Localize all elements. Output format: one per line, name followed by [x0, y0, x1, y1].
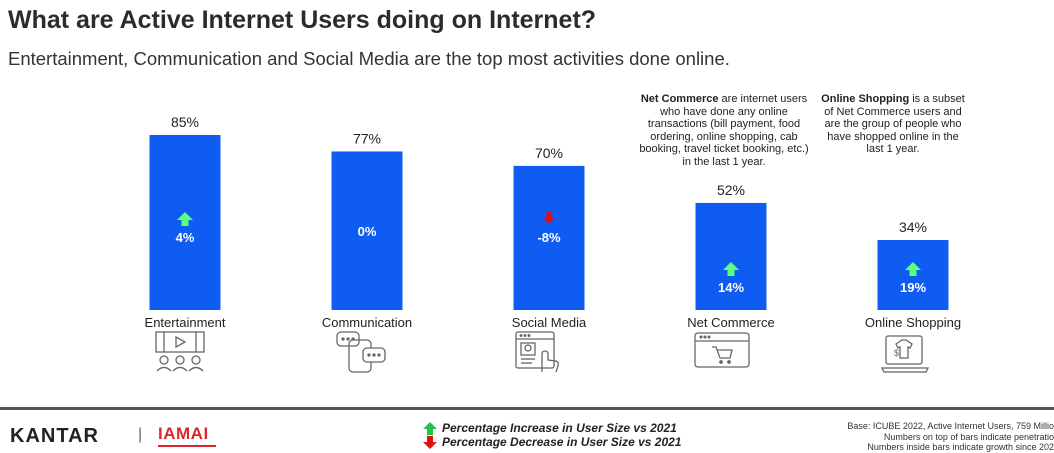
- growth-label: 0%: [358, 224, 377, 239]
- page-subtitle: Entertainment, Communication and Social …: [8, 48, 730, 69]
- bar: [695, 202, 767, 310]
- online-shopping-icon: $: [880, 335, 930, 373]
- base-note-line: Numbers on top of bars indicate penetrat…: [883, 431, 1054, 442]
- arrow-up-icon: [723, 262, 739, 276]
- growth-label: 4%: [176, 230, 195, 245]
- logo-separator: |: [138, 426, 143, 443]
- base-note: Base: ICUBE 2022, Active Internet Users,…: [784, 421, 1054, 453]
- base-note-line: Base: ICUBE 2022, Active Internet Users,…: [847, 421, 1054, 431]
- online-shopping-note-bold: Online Shopping: [821, 93, 910, 105]
- kantar-logo: KANTAR: [10, 425, 99, 447]
- net-commerce-note-text: are internet users who have done any onl…: [639, 93, 809, 168]
- value-label: 77%: [353, 130, 381, 146]
- arrow-up-icon: [423, 421, 437, 435]
- value-label: 85%: [171, 114, 199, 130]
- net-commerce-note: Net Commerce are internet users who have…: [636, 93, 812, 168]
- value-label: 34%: [899, 219, 927, 235]
- growth-label: -8%: [537, 230, 561, 245]
- category-label: Entertainment: [145, 315, 226, 330]
- category-label: Online Shopping: [865, 315, 961, 330]
- arrow-up-icon: [177, 212, 193, 226]
- category-label: Net Commerce: [687, 315, 774, 330]
- bar: [331, 151, 403, 310]
- bar-chart: 85% Entertainment 4% 77% Communication 0% 70% S…: [145, 114, 962, 330]
- legend-decrease: Percentage Decrease in User Size vs 2021: [422, 435, 681, 449]
- value-label: 52%: [717, 182, 745, 198]
- legend: Percentage Increase in User Size vs 2021…: [422, 421, 681, 449]
- value-label: 70%: [535, 145, 563, 161]
- bar: [513, 165, 585, 310]
- base-note-line: Numbers inside bars indicate growth sinc…: [867, 442, 1054, 452]
- arrow-down-icon: [423, 435, 437, 449]
- category-label: Social Media: [512, 315, 587, 330]
- category-label: Communication: [322, 315, 412, 330]
- svg-text:$: $: [894, 348, 899, 358]
- entertainment-icon: [155, 331, 205, 372]
- arrow-up-icon: [905, 262, 921, 276]
- page-title: What are Active Internet Users doing on …: [8, 6, 597, 34]
- legend-increase-label: Percentage Increase in User Size vs 2021: [442, 421, 677, 435]
- legend-decrease-label: Percentage Decrease in User Size vs 2021: [442, 435, 682, 449]
- footer-divider: [0, 407, 1054, 410]
- communication-icon: [336, 331, 386, 373]
- net-commerce-icon: [694, 332, 750, 368]
- iamai-logo: IAMAI: [158, 424, 209, 443]
- growth-label: 14%: [718, 280, 744, 295]
- arrow-down-icon: [543, 212, 555, 224]
- legend-increase: Percentage Increase in User Size vs 2021: [422, 421, 681, 435]
- social-media-icon: [515, 331, 559, 373]
- growth-label: 19%: [900, 280, 926, 295]
- online-shopping-note: Online Shopping is a subset of Net Comme…: [818, 93, 968, 156]
- online-shopping-note-text: is a subset of Net Commerce users and ar…: [824, 93, 965, 155]
- net-commerce-note-bold: Net Commerce: [640, 93, 719, 105]
- iamai-logo-underline: [158, 445, 216, 447]
